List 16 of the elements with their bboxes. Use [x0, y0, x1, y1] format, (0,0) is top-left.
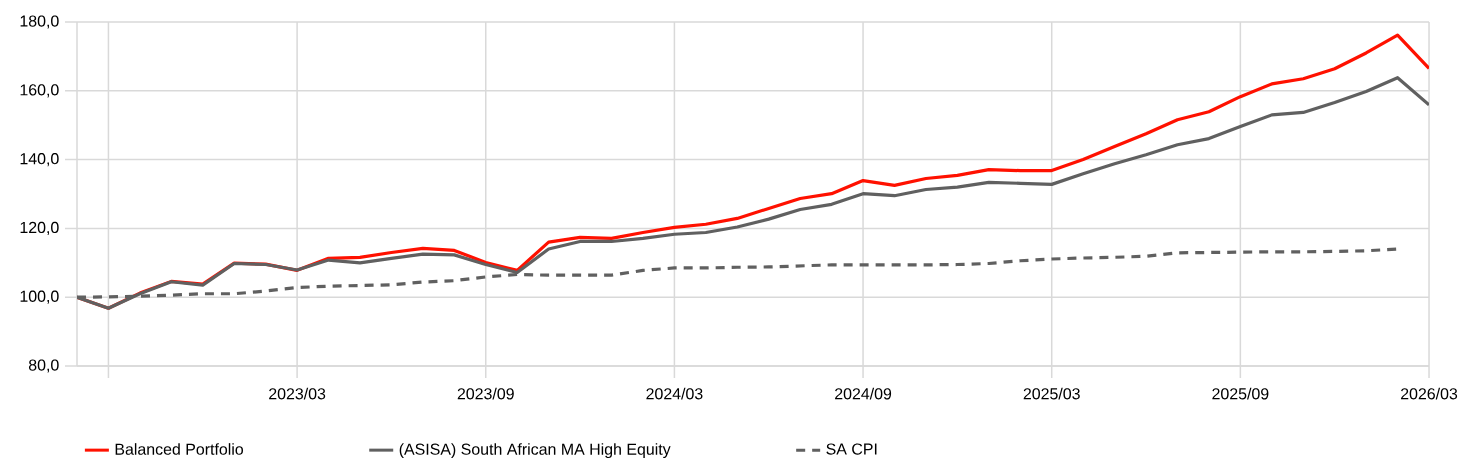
x-tick-label: 2024/03 [646, 387, 703, 400]
x-tick-label: 2026/03 [1401, 387, 1458, 400]
y-tick-label: 80,0 [28, 359, 59, 373]
y-tick-label: 160,0 [20, 84, 59, 98]
y-tick-label: 100,0 [20, 290, 59, 304]
x-tick-label: 2023/09 [457, 387, 514, 400]
x-tick-label: 2023/03 [269, 387, 326, 400]
y-tick-label: 140,0 [20, 153, 59, 167]
legend-label: SA CPI [826, 443, 877, 455]
y-tick-label: 180,0 [20, 15, 59, 29]
y-tick-label: 120,0 [20, 221, 59, 235]
legend-label: (ASISA) South African MA High Equity [399, 443, 671, 459]
legend-label: Balanced Portfolio [115, 443, 244, 455]
x-tick-label: 2025/03 [1023, 387, 1080, 400]
x-tick-label: 2024/09 [835, 387, 892, 400]
x-tick-label: 2025/09 [1212, 387, 1269, 400]
